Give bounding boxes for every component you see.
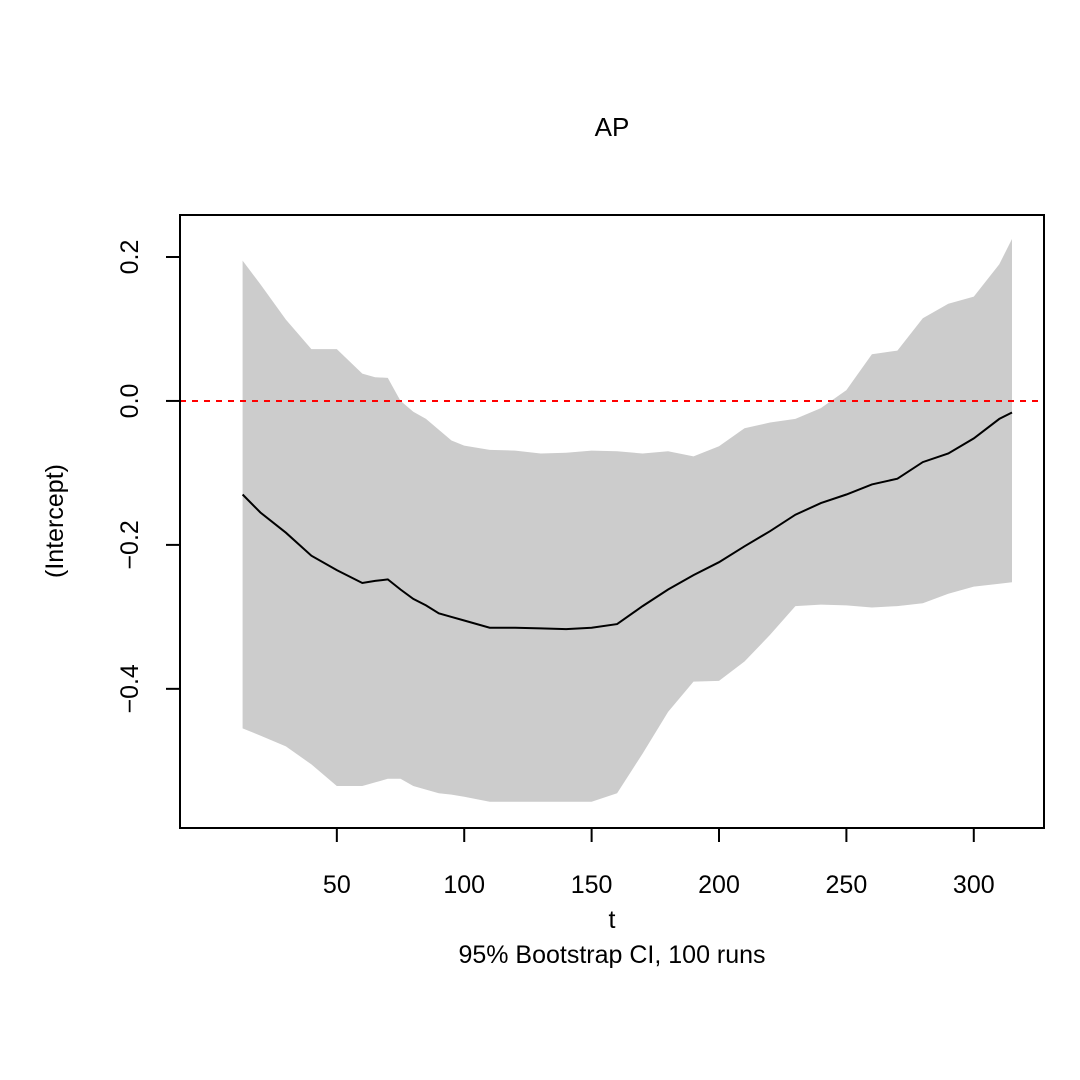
estimate-line: [241, 411, 1013, 631]
estimate-line-layer: [241, 411, 1013, 631]
y-axis: −0.4 −0.2 0.0 0.2: [116, 240, 180, 714]
chart-title: AP: [595, 112, 630, 142]
x-tick-label: 300: [953, 871, 995, 899]
confidence-band: [242, 239, 1013, 802]
y-tick-label: 0.0: [116, 384, 144, 419]
x-tick-label: 150: [571, 871, 613, 899]
x-axis-label: t: [609, 906, 616, 934]
x-axis: 50 100 150 200 250 300: [323, 828, 995, 899]
chart-subtitle: 95% Bootstrap CI, 100 runs: [458, 941, 765, 969]
y-axis-label: (Intercept): [41, 464, 69, 578]
plot-frame: [179, 214, 1045, 829]
x-tick-label: 100: [443, 871, 485, 899]
x-tick-label: 50: [323, 871, 351, 899]
y-tick-label: 0.2: [116, 240, 144, 275]
x-tick-label: 250: [826, 871, 868, 899]
y-tick-label: −0.4: [116, 664, 144, 713]
ci-band-layer: [242, 239, 1013, 802]
y-tick-label: −0.2: [116, 520, 144, 569]
x-tick-label: 200: [698, 871, 740, 899]
